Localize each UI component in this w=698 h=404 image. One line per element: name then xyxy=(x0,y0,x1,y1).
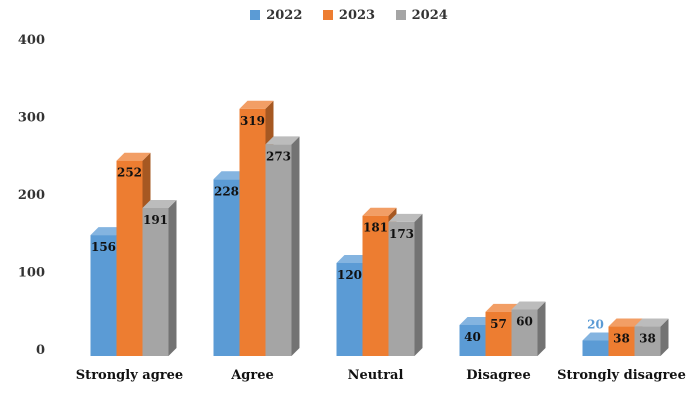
data-label-strongly-disagree-2023: 38 xyxy=(613,332,630,346)
legend: 2022 2023 2024 xyxy=(0,8,698,23)
bar-disagree-2022 xyxy=(459,325,486,356)
bar-neutral-2022 xyxy=(336,263,363,356)
bar-neutral-2024 xyxy=(388,221,415,356)
bar-top-disagree-2023 xyxy=(485,303,520,312)
bar-agree-2024 xyxy=(265,144,292,356)
data-label-strongly-disagree-2022: 20 xyxy=(587,318,604,332)
legend-label-2022: 2022 xyxy=(266,8,303,23)
data-label-strongly-disagree-2024: 38 xyxy=(639,332,656,346)
y-tick-label-100: 100 xyxy=(18,266,45,281)
x-tick-label-strongly-disagree: Strongly disagree xyxy=(557,368,686,383)
legend-label-2024: 2024 xyxy=(411,8,448,23)
data-label-agree-2023: 319 xyxy=(240,114,265,128)
bar-disagree-2024 xyxy=(511,309,538,356)
bar-top-agree-2024 xyxy=(265,136,300,145)
bar-top-disagree-2022 xyxy=(459,317,494,325)
bar-strongly-disagree-2023 xyxy=(608,326,635,356)
bar-strongly-disagree-2022 xyxy=(582,340,609,356)
x-tick-label-agree: Agree xyxy=(230,368,274,383)
bar-side-neutral-2024 xyxy=(414,213,423,356)
bar-top-strongly-disagree-2024 xyxy=(634,318,669,327)
bar-side-strongly-disagree-2024 xyxy=(660,318,669,356)
bar-strongly-agree-2022 xyxy=(90,235,117,356)
y-tick-label-300: 300 xyxy=(18,111,45,126)
legend-label-2023: 2023 xyxy=(338,8,376,23)
data-label-disagree-2024: 60 xyxy=(516,315,533,329)
bar-top-strongly-disagree-2022 xyxy=(582,332,617,341)
data-label-strongly-agree-2022: 156 xyxy=(91,240,116,254)
data-label-strongly-agree-2023: 252 xyxy=(117,166,142,180)
legend-swatch-2023 xyxy=(322,10,333,20)
bar-neutral-2023 xyxy=(362,215,389,356)
data-label-neutral-2024: 173 xyxy=(389,227,414,241)
legend-item-2022: 2022 xyxy=(250,8,302,23)
data-label-neutral-2022: 120 xyxy=(337,268,362,282)
bar-strongly-agree-2023 xyxy=(116,160,143,356)
bar-top-strongly-disagree-2023 xyxy=(608,318,643,327)
data-label-strongly-agree-2024: 191 xyxy=(143,213,168,227)
x-tick-label-disagree: Disagree xyxy=(466,368,530,383)
bar-top-agree-2023 xyxy=(239,100,274,109)
bar-top-neutral-2023 xyxy=(362,207,397,216)
bar-side-disagree-2024 xyxy=(537,301,546,356)
bar-top-disagree-2024 xyxy=(511,301,546,310)
bar-side-agree-2024 xyxy=(291,136,300,356)
x-tick-label-neutral: Neutral xyxy=(348,368,404,383)
legend-item-2024: 2024 xyxy=(395,8,448,23)
bar-top-neutral-2022 xyxy=(336,255,371,263)
y-tick-label-200: 200 xyxy=(18,188,45,203)
bar-strongly-agree-2024 xyxy=(142,207,169,356)
y-tick-label-400: 400 xyxy=(18,33,45,48)
x-tick-label-strongly-agree: Strongly agree xyxy=(76,368,183,383)
bar-top-strongly-agree-2024 xyxy=(142,199,177,208)
bar-top-strongly-agree-2022 xyxy=(90,227,125,236)
legend-item-2023: 2023 xyxy=(322,8,376,23)
data-label-neutral-2023: 181 xyxy=(363,221,388,235)
bar-agree-2022 xyxy=(213,179,240,356)
legend-swatch-2022 xyxy=(250,10,261,20)
data-label-disagree-2023: 57 xyxy=(490,317,507,331)
bar-top-strongly-agree-2023 xyxy=(116,152,151,161)
y-tick-label-0: 0 xyxy=(36,343,45,358)
bar-top-agree-2022 xyxy=(213,171,248,180)
bar-top-neutral-2024 xyxy=(388,213,423,222)
legend-swatch-2024 xyxy=(395,10,406,20)
data-label-disagree-2022: 40 xyxy=(464,330,481,344)
bar-strongly-disagree-2024 xyxy=(634,326,661,356)
bar-agree-2023 xyxy=(239,108,266,357)
data-label-agree-2024: 273 xyxy=(266,149,291,163)
bar-side-strongly-agree-2024 xyxy=(168,199,177,356)
data-label-agree-2022: 228 xyxy=(214,184,239,198)
bar-disagree-2023 xyxy=(485,311,512,356)
